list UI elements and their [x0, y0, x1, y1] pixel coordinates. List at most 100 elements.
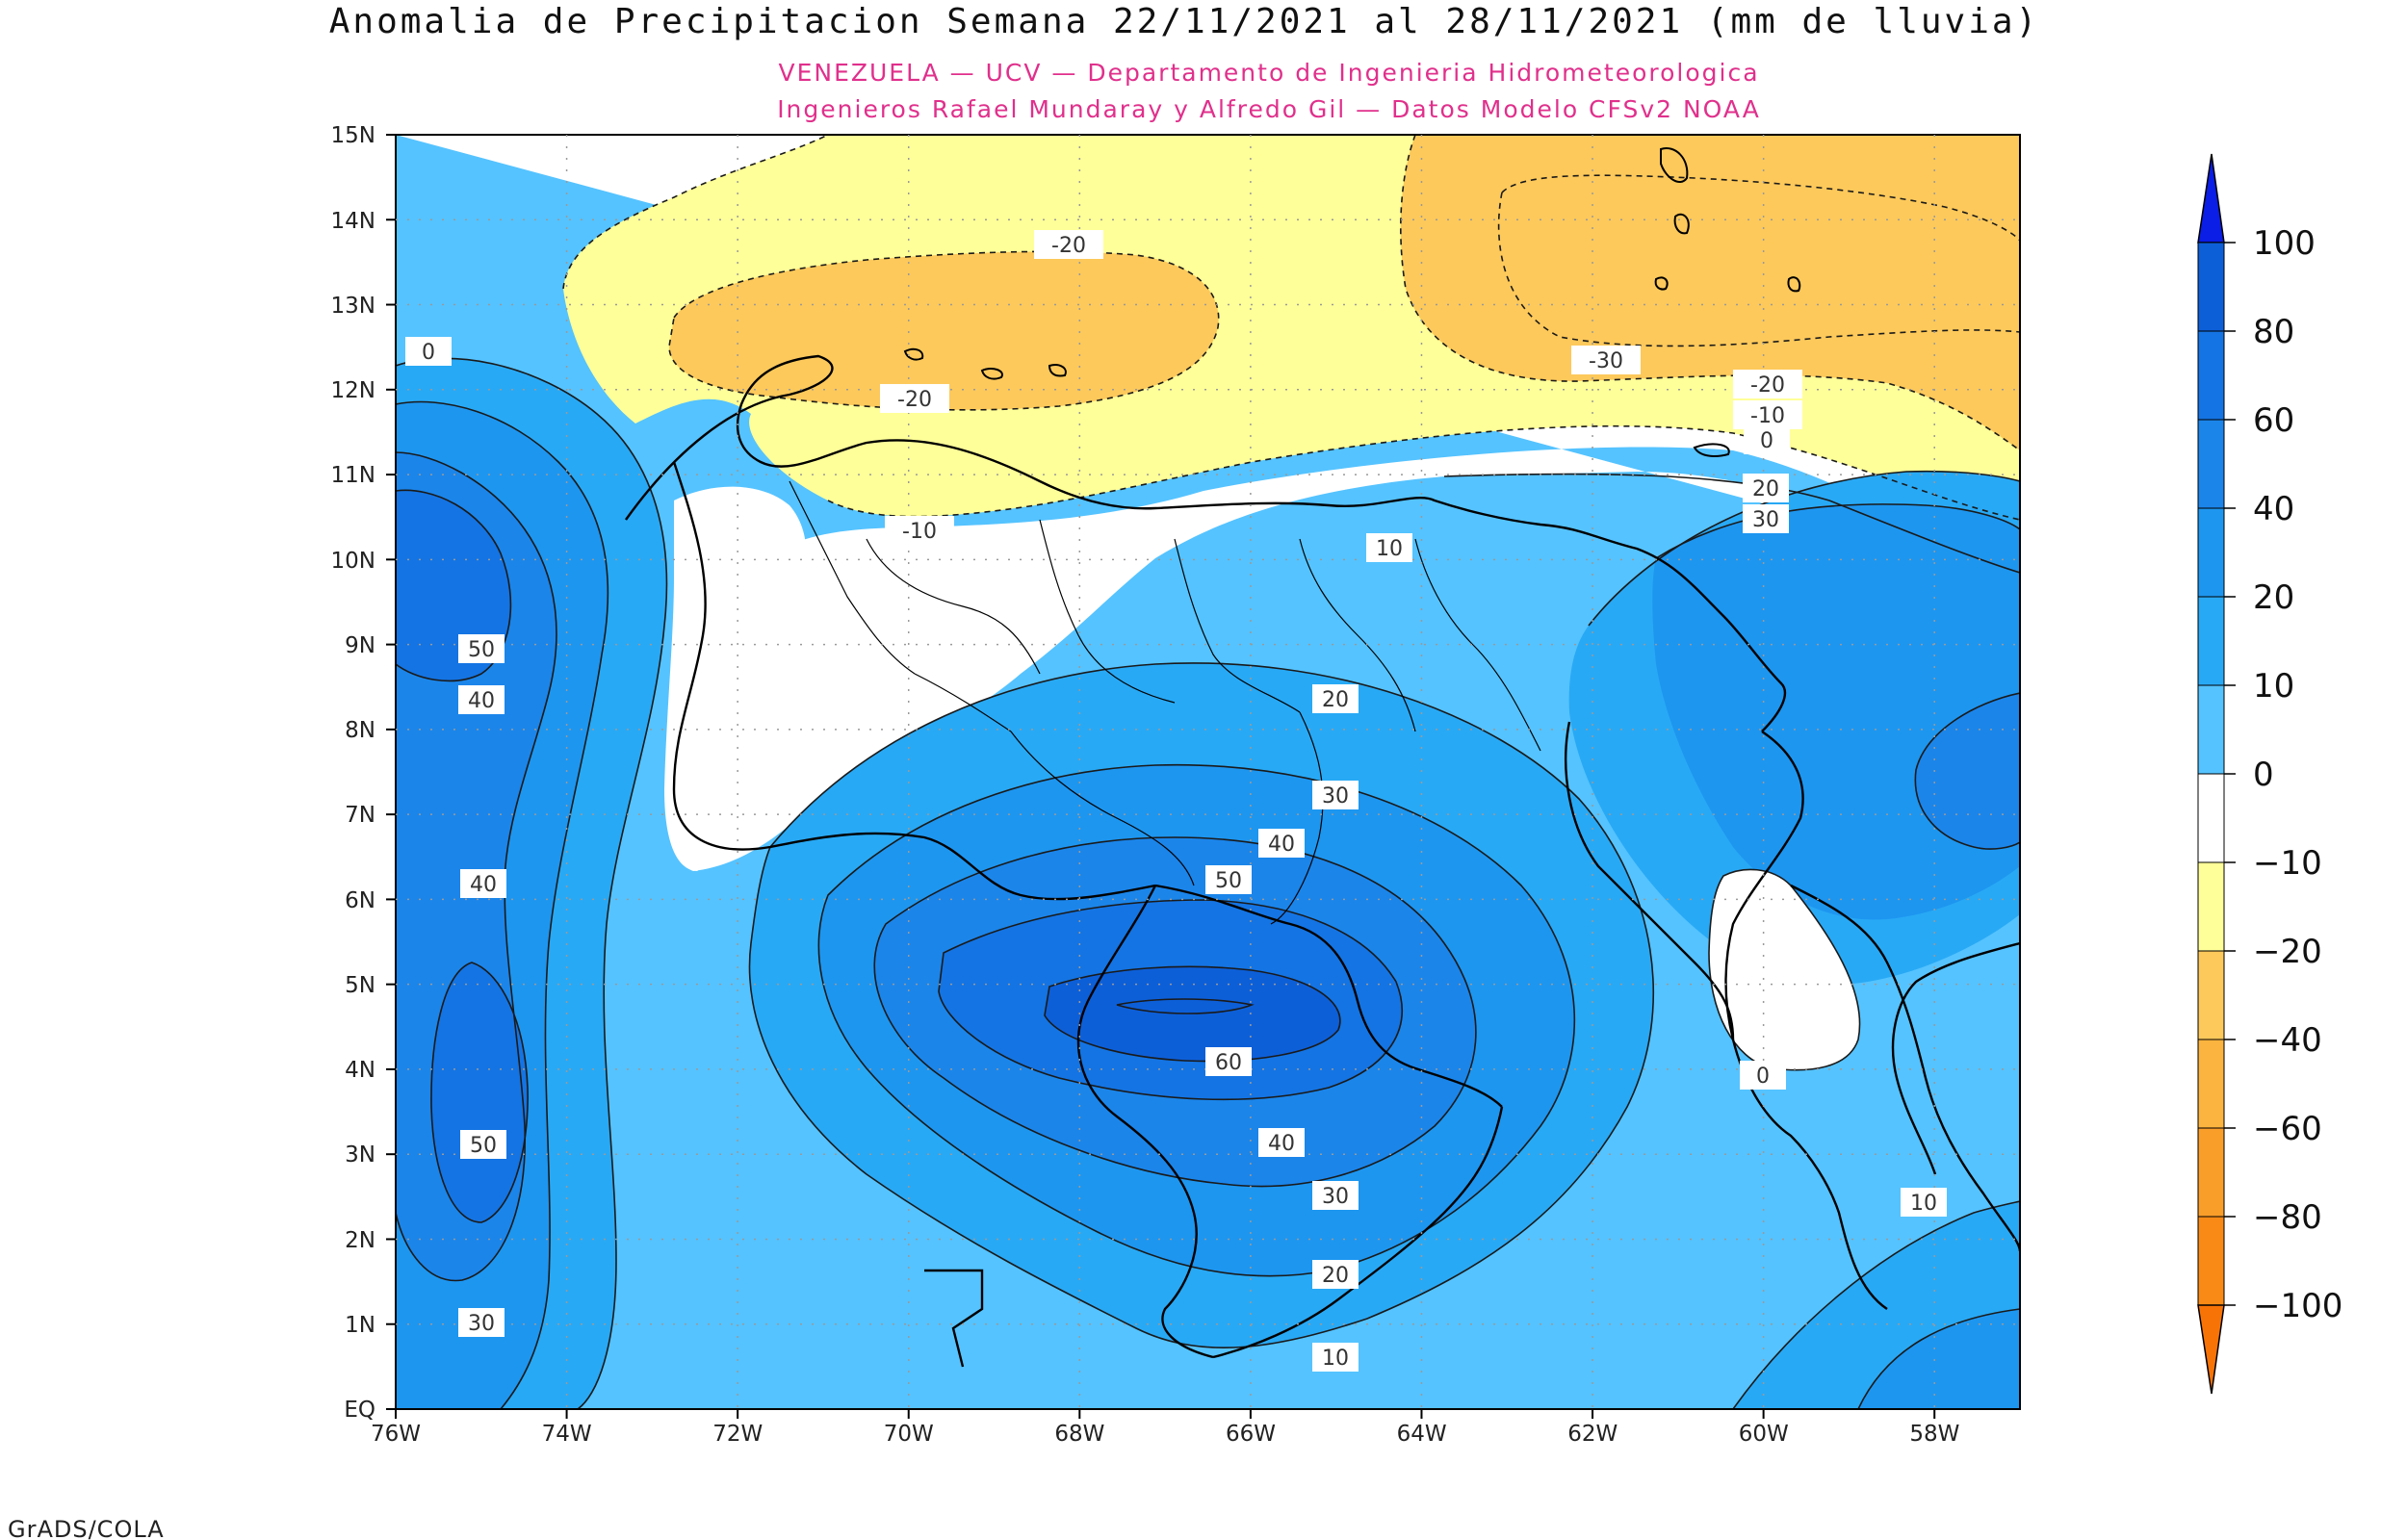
- lon-label: 68W: [1054, 1422, 1104, 1447]
- colorbar-label: −10: [2253, 844, 2322, 883]
- lat-label: 3N: [345, 1142, 375, 1168]
- colorbar-bin: [2197, 1127, 2225, 1218]
- contour-label: 30: [468, 1312, 495, 1336]
- colorbar-label: 20: [2253, 578, 2294, 617]
- colorbar-bin: [2197, 1216, 2225, 1306]
- lat-label: 2N: [345, 1228, 375, 1253]
- lon-label: 62W: [1567, 1422, 1618, 1447]
- colorbar-label: −100: [2253, 1287, 2342, 1325]
- anomaly-band-minus20-west: [669, 251, 1219, 410]
- colorbar-bin: [2197, 242, 2225, 332]
- contour-label: -20: [1750, 373, 1785, 398]
- lon-label: 70W: [884, 1422, 934, 1447]
- contour-label: 40: [468, 689, 495, 713]
- lon-label: 72W: [712, 1422, 763, 1447]
- anomaly-band-40-east: [1915, 693, 2020, 850]
- colorbar-labels: 100 80 60 40 20 10 0 −10 −20 −40 −60 −80…: [2224, 224, 2342, 1325]
- colorbar: 100 80 60 40 20 10 0 −10 −20 −40 −60 −80…: [2197, 153, 2342, 1395]
- contour-label: 0: [1756, 1065, 1770, 1089]
- contour-label: -20: [1051, 234, 1086, 258]
- contour-label: 10: [1322, 1347, 1349, 1371]
- colorbar-bin: [2197, 684, 2225, 775]
- contour-label: 50: [470, 1134, 497, 1158]
- latitude-labels: EQ 1N 2N 3N 4N 5N 6N 7N 8N 9N 10N 11N 12…: [331, 123, 375, 1423]
- map-subtitle-2: Ingenieros Rafael Mundaray y Alfredo Gil…: [777, 95, 1761, 123]
- lat-label: 14N: [331, 209, 375, 234]
- contour-label: 20: [1322, 1264, 1349, 1288]
- lat-label: 15N: [331, 123, 375, 148]
- lat-label: 10N: [331, 549, 375, 574]
- lon-label: 76W: [371, 1422, 421, 1447]
- lat-label: 7N: [345, 803, 375, 828]
- lat-label: 12N: [331, 378, 375, 403]
- colorbar-label: 80: [2253, 313, 2294, 351]
- contour-label: 30: [1752, 508, 1779, 532]
- colorbar-label: 0: [2253, 756, 2274, 794]
- contour-label: -10: [902, 520, 937, 544]
- anomaly-neutral-west-lake: [664, 486, 807, 871]
- contour-label: 50: [468, 638, 495, 662]
- colorbar-label: 60: [2253, 401, 2294, 440]
- colorbar-bin: [2197, 330, 2225, 421]
- lat-label: 5N: [345, 973, 375, 998]
- colorbar-label: 100: [2253, 224, 2316, 263]
- caribbean-islands: [903, 147, 1801, 457]
- contour-label: 40: [1268, 1132, 1295, 1156]
- lon-label: 66W: [1226, 1422, 1276, 1447]
- lon-label: 58W: [1909, 1422, 1959, 1447]
- lat-label: 11N: [331, 463, 375, 488]
- colorbar-label: 10: [2253, 667, 2294, 706]
- lon-label: 74W: [542, 1422, 592, 1447]
- longitude-labels: 76W 74W 72W 70W 68W 66W 64W 62W 60W 58W: [371, 1422, 1959, 1447]
- anomaly-neutral-guiana: [1709, 869, 1860, 1070]
- lat-label: 4N: [345, 1058, 375, 1083]
- contour-label: -10: [1750, 404, 1785, 428]
- contour-label: 20: [1752, 477, 1779, 501]
- contour-label: 10: [1376, 537, 1403, 561]
- lat-label: 8N: [345, 718, 375, 743]
- coastlines-and-borders: [625, 354, 2020, 1368]
- colorbar-bin: [2197, 1039, 2225, 1129]
- contour-label: 40: [470, 873, 497, 897]
- colorbar-label: 40: [2253, 490, 2294, 528]
- colorbar-bin: [2197, 861, 2225, 952]
- colorbar-bin: [2197, 596, 2225, 686]
- lat-label: 13N: [331, 294, 375, 319]
- contour-label: 60: [1215, 1051, 1242, 1075]
- colorbar-label: −80: [2253, 1198, 2322, 1237]
- plot-frame: [395, 134, 2021, 1410]
- plot-area: [396, 135, 2020, 1409]
- colorbar-label: −40: [2253, 1021, 2322, 1060]
- lat-label: 9N: [345, 633, 375, 658]
- contour-label: 40: [1268, 833, 1295, 857]
- contour-label: 20: [1322, 688, 1349, 712]
- colorbar-bin: [2197, 507, 2225, 598]
- anomaly-band-30-southeast: [1858, 1309, 2020, 1409]
- contour-label: -30: [1589, 349, 1623, 373]
- colorbar-label: −60: [2253, 1110, 2322, 1148]
- lon-label: 64W: [1397, 1422, 1447, 1447]
- colorbar-bin: [2197, 950, 2225, 1040]
- contour-label: 10: [1910, 1192, 1937, 1216]
- anomaly-band-50-west-north: [396, 490, 511, 681]
- contour-value-labels: -20 -20 -10 -30 -20 -10 0 20 30 10 0 50 …: [405, 230, 1947, 1372]
- footer-credit: GrADS/COLA: [8, 1516, 165, 1540]
- contour-label: 30: [1322, 784, 1349, 808]
- colorbar-bottom-arrow: [2197, 1304, 2225, 1395]
- colorbar-bin: [2197, 773, 2225, 863]
- colorbar-top-arrow: [2197, 153, 2225, 244]
- colorbar-bin: [2197, 419, 2225, 509]
- contour-lines: [396, 135, 2020, 1409]
- lat-label: 6N: [345, 888, 375, 913]
- lat-label: 1N: [345, 1313, 375, 1338]
- contour-label: 0: [1760, 429, 1773, 453]
- contour-label: 30: [1322, 1185, 1349, 1209]
- anomaly-band-minus20-east: [1400, 135, 2020, 450]
- lon-label: 60W: [1739, 1422, 1789, 1447]
- contour-label: -20: [897, 388, 932, 412]
- state-boundaries: [789, 480, 1541, 925]
- colorbar-label: −20: [2253, 933, 2322, 971]
- map-subtitle-1: VENEZUELA — UCV — Departamento de Ingeni…: [778, 59, 1759, 87]
- lat-label: EQ: [344, 1398, 375, 1423]
